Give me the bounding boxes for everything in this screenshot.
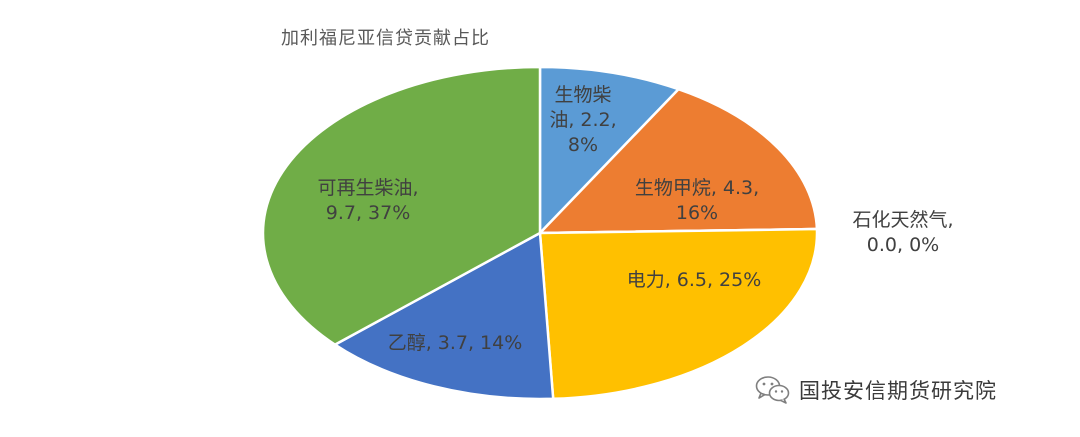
watermark: 国投安信期货研究院 — [755, 370, 997, 410]
data-label-line: 油, 2.2, — [549, 109, 616, 131]
data-label-line: 生物柴 — [554, 84, 611, 106]
data-label-4: 乙醇, 3.7, 14% — [388, 332, 523, 354]
data-label-line: 生物甲烷, 4.3, — [635, 177, 759, 199]
slice-0 — [538, 65, 680, 235]
data-label-3: 电力, 6.5, 25% — [627, 269, 762, 291]
data-label-line: 16% — [676, 202, 718, 224]
data-label-5: 可再生柴油, 9.7, 37% — [317, 177, 418, 224]
wechat-icon — [755, 376, 790, 404]
slice-3 — [538, 227, 819, 401]
data-label-line: 0.0, 0% — [867, 234, 939, 256]
pie-labels: 生物柴油, 2.2, 8% 生物甲烷, 4.3, 16% 石化天然气, 0.0, 0% 电力… — [317, 84, 953, 354]
data-label-line: 石化天然气, — [852, 209, 953, 231]
slice-1 — [538, 87, 819, 235]
chart-title: 加利福尼亚信贷贡献占比 — [281, 28, 490, 49]
data-label-line: 电力, 6.5, 25% — [627, 269, 762, 291]
data-label-1: 生物甲烷, 4.3, 16% — [635, 177, 759, 224]
data-label-line: 可再生柴油, — [317, 177, 418, 199]
data-label-line: 8% — [568, 134, 598, 156]
slice-5 — [261, 65, 542, 346]
data-label-line: 乙醇, 3.7, 14% — [388, 332, 523, 354]
watermark-text: 国投安信期货研究院 — [799, 379, 997, 403]
data-label-0: 生物柴油, 2.2, 8% — [549, 84, 616, 156]
data-label-line: 9.7, 37% — [326, 202, 411, 224]
slice-4 — [333, 231, 555, 401]
data-label-2: 石化天然气, 0.0, 0% — [852, 209, 953, 256]
pie-slices — [261, 65, 819, 401]
